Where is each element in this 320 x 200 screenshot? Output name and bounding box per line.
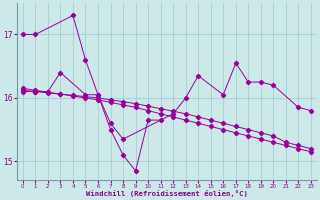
X-axis label: Windchill (Refroidissement éolien,°C): Windchill (Refroidissement éolien,°C): [86, 190, 248, 197]
